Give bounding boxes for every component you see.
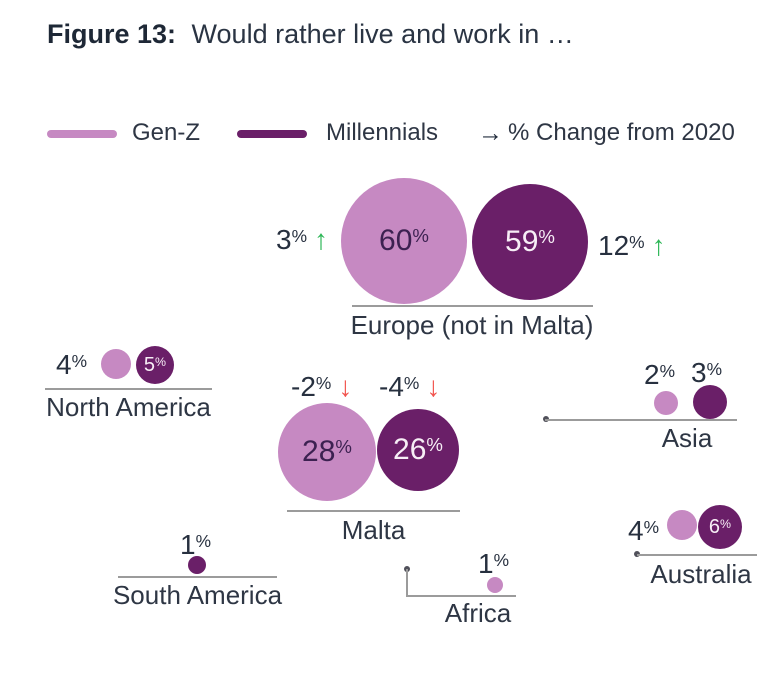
value-text: 1 [478,548,494,579]
north-america-genz-bubble [101,349,131,379]
malta-millennials-change: -4% ↓ [379,373,440,401]
percent-sign: % [315,372,332,393]
change-legend-label: % Change from 2020 [508,119,735,146]
value-text: 26 [393,433,427,466]
malta-millennials-value: 26% [393,435,443,465]
percent-sign: % [412,225,429,247]
south-america-millennials-bubble [188,556,206,574]
asia-region-label: Asia [661,423,713,453]
africa-leader-vertical-line [406,569,408,597]
value-text: 5 [143,354,156,376]
percent-sign: % [155,354,167,369]
malta-region-label: Malta [341,515,406,545]
africa-region-label: Africa [444,598,512,628]
percent-sign: % [659,360,676,381]
north-america-genz-value: 4% [56,351,87,379]
australia-millennials-bubble: 6% [698,505,742,549]
up-arrow-icon: ↑ [651,230,666,261]
percent-sign: % [403,372,420,393]
genz-legend-swatch [47,130,117,138]
percent-sign: % [538,226,555,248]
percent-sign: % [291,225,308,246]
europe-genz-value: 60% [379,226,429,256]
europe-millennials-value: 59% [505,227,555,257]
percent-sign: % [643,516,660,537]
malta-millennials-bubble: 26% [377,409,459,491]
europe-millennials-change: 12% ↑ [598,232,666,260]
malta-genz-change-value: -2 [291,371,316,402]
value-text: 4 [628,515,644,546]
right-arrow-icon: → [478,119,503,147]
down-arrow-icon: ↓ [426,371,441,402]
percent-sign: % [335,436,352,458]
asia-genz-bubble [654,391,678,415]
europe-genz-bubble: 60% [341,178,467,304]
europe-millennials-bubble: 59% [472,184,588,300]
percent-sign: % [493,549,510,570]
page-title: Figure 13: Would rather live and work in… [47,18,574,50]
north-america-millennials-bubble: 5% [136,346,174,384]
value-text: 6 [708,516,721,538]
value-text: 4 [56,349,72,380]
percent-sign: % [71,350,88,371]
africa-genz-value: 1% [478,550,509,578]
asia-genz-value: 2% [644,361,675,389]
malta-millennials-change-value: -4 [379,371,404,402]
millennials-legend-label: Millennials [326,119,439,146]
up-arrow-icon: ↑ [314,224,329,255]
value-text: 1 [180,529,196,560]
north-america-millennials-value: 5% [144,355,166,375]
value-text: 60 [379,224,413,257]
europe-genz-change-value: 3 [276,224,292,255]
south-america-region-label: South America [112,580,283,610]
asia-millennials-bubble [693,385,727,419]
australia-region-label: Australia [650,559,752,589]
percent-sign: % [426,434,443,456]
malta-genz-value: 28% [302,437,352,467]
title-prefix: Figure 13: [47,19,177,49]
australia-millennials-value: 6% [709,517,731,537]
percent-sign: % [720,516,732,531]
north-america-region-label: North America [46,392,211,422]
value-text: 3 [691,357,707,388]
value-text: 28 [302,435,336,468]
percent-sign: % [629,231,645,252]
down-arrow-icon: ↓ [338,371,353,402]
australia-baseline [637,554,757,556]
south-america-millennials-value: 1% [180,531,211,559]
north-america-baseline [45,388,212,390]
malta-baseline [287,510,460,512]
value-text: 2 [644,359,660,390]
europe-genz-change: 3% ↑ [276,226,328,254]
millennials-legend-swatch [237,130,307,138]
percent-sign: % [706,358,723,379]
title-text: Would rather live and work in … [191,19,574,49]
australia-genz-bubble [667,510,697,540]
europe-region-label: Europe (not in Malta) [350,310,594,340]
australia-genz-value: 4% [628,517,659,545]
europe-baseline [352,305,593,307]
africa-genz-bubble [487,577,503,593]
malta-genz-change: -2% ↓ [291,373,352,401]
genz-legend-label: Gen-Z [132,119,201,146]
asia-baseline [545,419,737,421]
value-text: 59 [505,225,539,258]
percent-sign: % [195,530,212,551]
south-america-baseline [118,576,277,578]
europe-millennials-change-value: 12 [598,230,630,261]
malta-genz-bubble: 28% [278,403,376,501]
africa-baseline [406,595,516,597]
asia-millennials-value: 3% [691,359,722,387]
